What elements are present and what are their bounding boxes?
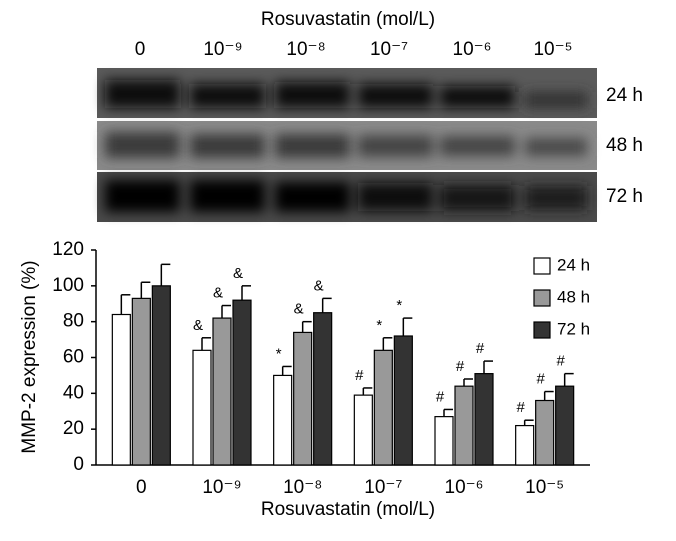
- significance-mark: &: [213, 285, 223, 302]
- blot-row-label: 24 h: [606, 85, 643, 106]
- blot-lane-label: 10⁻⁶: [453, 39, 492, 60]
- legend-swatch: [533, 257, 551, 275]
- bar: [151, 285, 171, 466]
- legend-label: 72 h: [557, 319, 590, 338]
- x-tick-label: 10⁻⁷: [364, 477, 402, 498]
- bar: [313, 312, 333, 466]
- blot-band: [275, 182, 350, 212]
- bar: [393, 335, 413, 466]
- y-tick-label: 100: [52, 275, 84, 296]
- significance-mark: #: [355, 367, 364, 384]
- blot-row-label: 48 h: [606, 135, 643, 156]
- y-tick-label: 80: [63, 311, 84, 332]
- blot-band: [105, 180, 180, 212]
- x-tick-label: 10⁻⁹: [202, 477, 241, 498]
- y-tick-label: 40: [63, 382, 84, 403]
- blot-lane-label: 10⁻⁸: [286, 39, 325, 60]
- blot-band: [358, 183, 433, 211]
- significance-mark: #: [476, 340, 485, 357]
- blot-band: [440, 136, 515, 156]
- blot-band: [275, 82, 350, 108]
- significance-mark: #: [516, 399, 525, 416]
- y-tick-label: 60: [63, 347, 84, 368]
- blot-band: [190, 180, 265, 212]
- bar: [474, 373, 494, 466]
- x-tick-label: 0: [136, 477, 147, 498]
- significance-mark: #: [536, 371, 545, 388]
- blot-band: [190, 84, 265, 108]
- significance-mark: *: [276, 345, 282, 362]
- x-tick-label: 10⁻⁶: [445, 477, 484, 498]
- legend-label: 48 h: [557, 287, 590, 306]
- legend-swatch: [533, 289, 551, 307]
- y-tick-label: 120: [52, 239, 84, 260]
- blot-band: [105, 132, 180, 158]
- y-axis-title: MMP-2 expression (%): [19, 260, 40, 453]
- blot-band: [275, 134, 350, 158]
- significance-mark: *: [396, 297, 402, 314]
- significance-mark: #: [456, 358, 465, 375]
- significance-mark: #: [556, 353, 565, 370]
- y-tick-label: 0: [73, 454, 84, 475]
- x-tick-label: 10⁻⁸: [283, 477, 322, 498]
- significance-mark: &: [193, 317, 203, 334]
- significance-mark: &: [314, 277, 324, 294]
- blot-band: [525, 138, 587, 156]
- bar: [212, 317, 232, 466]
- blot-title: Rosuvastatin (mol/L): [261, 9, 435, 30]
- bar: [273, 374, 293, 466]
- x-axis-title: Rosuvastatin (mol/L): [261, 499, 435, 520]
- blot-band: [105, 80, 180, 108]
- bar: [454, 385, 474, 466]
- blot-lane-label: 0: [135, 39, 146, 60]
- bar: [434, 416, 454, 466]
- blot-band: [525, 186, 587, 210]
- bar: [111, 313, 131, 466]
- bar: [192, 349, 212, 466]
- legend-label: 24 h: [557, 255, 590, 274]
- bar: [515, 424, 535, 466]
- bar: [131, 297, 151, 466]
- blot-lane-label: 10⁻⁵: [533, 39, 572, 60]
- blot-band: [190, 134, 265, 158]
- x-tick-label: 10⁻⁵: [525, 477, 564, 498]
- bar: [555, 385, 575, 466]
- bar: [293, 331, 313, 466]
- legend-swatch: [533, 321, 551, 339]
- bar: [535, 399, 555, 466]
- blot-band: [440, 185, 515, 211]
- bar: [373, 349, 393, 466]
- significance-mark: *: [376, 317, 382, 334]
- western-blot: Rosuvastatin (mol/L): [97, 9, 597, 222]
- significance-mark: #: [436, 388, 445, 405]
- blot-lane-label: 10⁻⁹: [203, 39, 242, 60]
- blot-band: [525, 92, 587, 108]
- significance-mark: &: [294, 301, 304, 318]
- blot-lane-label: 10⁻⁷: [370, 39, 408, 60]
- bar: [232, 299, 252, 466]
- blot-band: [358, 84, 433, 108]
- significance-mark: &: [233, 265, 243, 282]
- bar: [353, 394, 373, 466]
- blot-band: [440, 86, 515, 108]
- blot-row-label: 72 h: [606, 186, 643, 207]
- blot-band: [358, 135, 433, 157]
- y-tick-label: 20: [63, 418, 84, 439]
